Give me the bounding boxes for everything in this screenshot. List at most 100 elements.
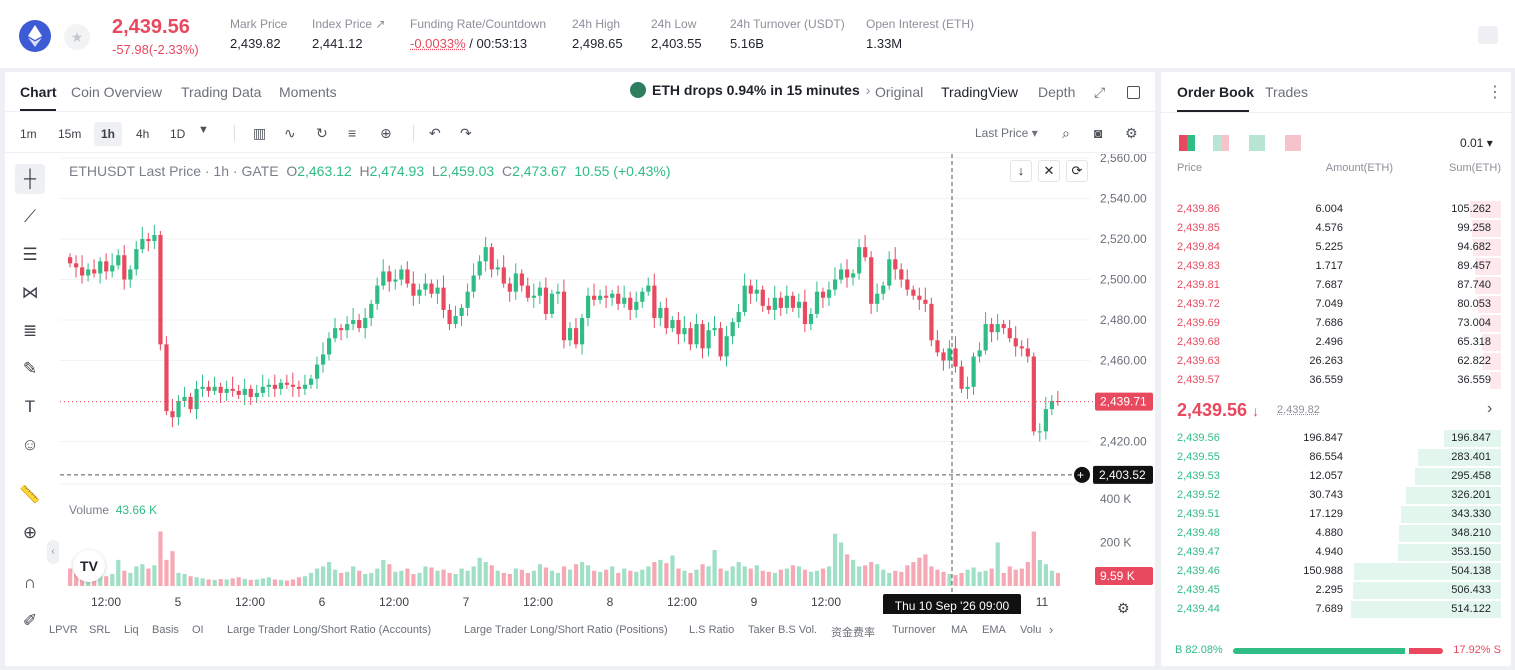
asks-row[interactable]: 2,439.57 36.559 36.559 [1171,371,1501,389]
tab-order-book[interactable]: Order Book [1177,84,1255,100]
book-view-both-icon[interactable] [1179,135,1195,151]
tab-coin-overview[interactable]: Coin Overview [71,84,163,100]
emoji-icon[interactable]: ☺ [21,435,39,454]
redo-icon[interactable]: ↷ [460,125,472,141]
indicators-icon[interactable]: ∿ [284,125,296,141]
timeframe-4h[interactable]: 4h [136,127,150,141]
brush-icon[interactable]: ✎ [22,359,38,378]
asks-row[interactable]: 2,439.81 7.687 87.740 [1171,276,1501,294]
bids-row[interactable]: 2,439.45 2.295 506.433 [1171,581,1501,599]
gear-icon[interactable]: ⚙ [1125,125,1138,141]
fib-icon[interactable]: ≣ [22,321,38,340]
indicator-ls-accounts[interactable]: Large Trader Long/Short Ratio (Accounts) [227,624,432,636]
tab-tradingview[interactable]: TradingView [941,84,1019,100]
horizontal-lines-icon[interactable]: ☰ [22,245,38,264]
indicator-volume[interactable]: Volu [1020,624,1042,636]
tab-trading-data[interactable]: Trading Data [181,84,262,100]
indicator-ls-ratio[interactable]: L.S Ratio [689,624,735,636]
tab-trades[interactable]: Trades [1265,84,1309,100]
stat-mark-price[interactable]: Mark Price 2,439.82 [230,17,288,51]
more-icon[interactable]: ⋮ [1487,84,1503,101]
search-icon[interactable]: ⌕ [1062,125,1070,141]
indicator-oi[interactable]: OI [192,624,204,636]
bids-row[interactable]: 2,439.51 17.129 343.330 [1171,505,1501,523]
asks-row[interactable]: 2,439.84 5.225 94.682 [1171,238,1501,256]
arrow-down-icon[interactable]: ↓ [1010,160,1032,182]
chevron-right-icon[interactable]: › [1487,400,1493,417]
book-view-bids-icon[interactable] [1249,135,1265,151]
asks-row[interactable]: 2,439.85 4.576 99.258 [1171,219,1501,237]
indicator-liq[interactable]: Liq [124,624,139,636]
text-icon[interactable]: T [24,397,36,416]
indicator-funding-rate[interactable]: 资金费率 [831,627,875,639]
book-view-asks-icon[interactable] [1285,135,1301,151]
sum-cell: 62.822 [1457,355,1491,367]
crosshair-icon[interactable]: ┼ [15,164,45,194]
price-source-select[interactable]: Last Price ▾ [975,126,1038,140]
indicator-ls-positions[interactable]: Large Trader Long/Short Ratio (Positions… [464,624,668,636]
price-cell: 2,439.51 [1177,508,1220,520]
indicator-srl[interactable]: SRL [89,624,111,636]
volume-bar [1031,531,1036,586]
stat-funding-rate[interactable]: Funding Rate/Countdown -0.0033% / 00:53:… [410,17,547,51]
ruler-icon[interactable]: 📏 [19,485,41,504]
zoom-in-icon[interactable]: ⊕ [22,523,38,542]
indicator-lpvr[interactable]: LPVR [49,624,78,636]
pencil-lock-icon[interactable]: ✐ [22,611,38,630]
pattern-icon[interactable]: ⋈ [21,283,39,302]
tab-moments[interactable]: Moments [279,84,337,100]
magnet-icon[interactable]: ∩ [23,573,37,592]
timeframe-1m[interactable]: 1m [20,127,37,141]
candle-type-icon[interactable]: ▥ [253,125,267,141]
add-alert-icon[interactable]: ⊕ [380,125,392,141]
timeframe-15m[interactable]: 15m [58,127,82,141]
precision-select[interactable]: 0.01 ▾ [1460,136,1493,150]
timeframe-1h[interactable]: 1h [94,122,123,146]
asks-row[interactable]: 2,439.72 7.049 80.053 [1171,295,1501,313]
last-price-label: 2,439.71 [1100,395,1147,409]
tab-chart[interactable]: Chart [20,84,57,100]
timeframe-1d[interactable]: 1D [170,127,186,141]
news-ticker[interactable]: ETH drops 0.94% in 15 minutes › [630,82,870,98]
bids-row[interactable]: 2,439.47 4.940 353.150 [1171,543,1501,561]
favorite-star-icon[interactable]: ★ [64,24,90,50]
tab-original[interactable]: Original [875,84,924,100]
replay-icon[interactable]: ↻ [316,125,328,141]
window-icon[interactable] [1127,86,1140,99]
price-chart[interactable]: 2,560.00 2,540.00 2,520.00 2,500.00 2,480.00… [5,154,1155,614]
cross-time-label: Thu 10 Sep '26 09:00 [895,599,1010,613]
indicator-ma[interactable]: MA [951,624,968,636]
indicator-basis[interactable]: Basis [152,624,179,636]
bids-row[interactable]: 2,439.56 196.847 196.847 [1171,429,1501,447]
tab-depth[interactable]: Depth [1038,84,1076,100]
indicator-ema[interactable]: EMA [982,624,1006,636]
document-icon[interactable] [1478,26,1498,44]
scroll-left-icon[interactable]: ‹ [47,540,59,564]
indicator-taker-vol[interactable]: Taker B.S Vol. [748,624,818,636]
stat-index-price[interactable]: Index Price ↗ 2,441.12 [312,17,386,51]
indicator-turnover[interactable]: Turnover [892,624,936,636]
expand-icon[interactable]: ⤢ [1094,84,1106,100]
undo-icon[interactable]: ↶ [429,125,441,141]
refresh-icon[interactable]: ⟳ [1066,160,1088,182]
asks-row[interactable]: 2,439.63 26.263 62.822 [1171,352,1501,370]
dropdown-caret-icon[interactable]: ▼ [198,124,209,136]
camera-icon[interactable]: ◙ [1094,125,1103,141]
chevron-right-icon[interactable]: › [1049,622,1054,637]
book-view-split-icon[interactable] [1213,135,1229,151]
asks-row[interactable]: 2,439.86 6.004 105.262 [1171,200,1501,218]
asks-row[interactable]: 2,439.83 1.717 89.457 [1171,257,1501,275]
asks-row[interactable]: 2,439.68 2.496 65.318 [1171,333,1501,351]
asks-row[interactable]: 2,439.69 7.686 73.004 [1171,314,1501,332]
bids-row[interactable]: 2,439.55 86.554 283.401 [1171,448,1501,466]
bids-row[interactable]: 2,439.48 4.880 348.210 [1171,524,1501,542]
trendline-icon[interactable]: ⟋ [24,207,36,226]
bids-row[interactable]: 2,439.53 12.057 295.458 [1171,467,1501,485]
bids-row[interactable]: 2,439.44 7.689 514.122 [1171,600,1501,618]
mid-price[interactable]: 2,439.56 ↓ [1177,400,1260,420]
templates-icon[interactable]: ≡ [348,125,357,141]
tradingview-logo-icon[interactable]: TV [73,550,105,582]
bids-row[interactable]: 2,439.52 30.743 326.201 [1171,486,1501,504]
collapse-icon[interactable]: ✕ [1038,160,1060,182]
bids-row[interactable]: 2,439.46 150.988 504.138 [1171,562,1501,580]
